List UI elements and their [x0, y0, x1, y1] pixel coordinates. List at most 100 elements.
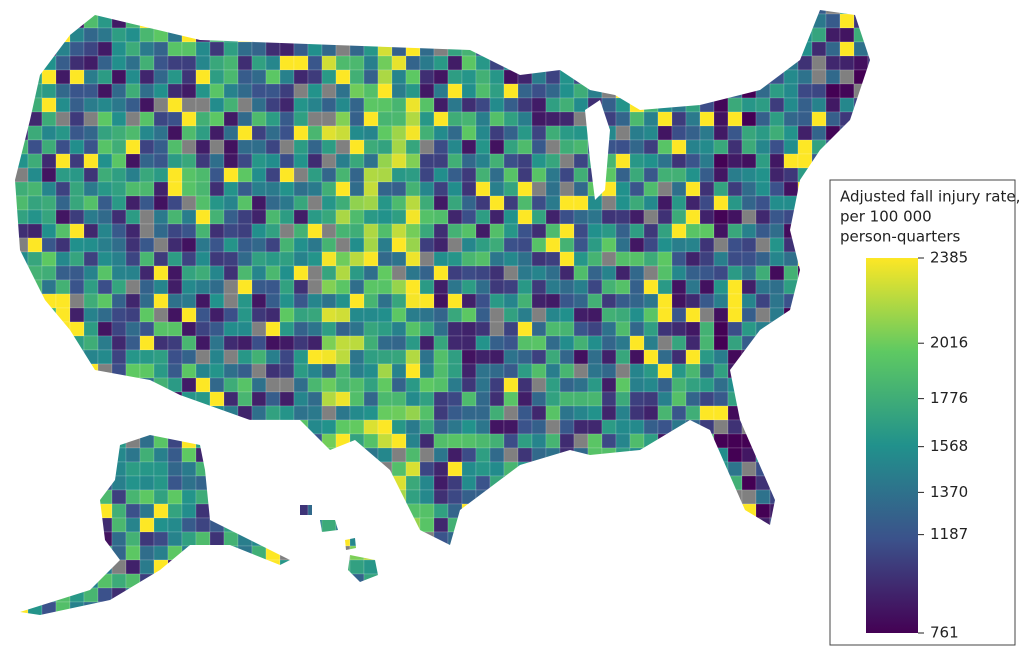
map-cell [279, 41, 295, 57]
map-cell [126, 616, 140, 630]
map-cell [321, 237, 337, 253]
map-cell [279, 83, 295, 99]
map-cell [727, 419, 743, 435]
map-cell [713, 559, 729, 575]
map-cell [685, 125, 701, 141]
map-cell [237, 27, 253, 43]
map-cell [573, 601, 589, 615]
map-cell [797, 125, 813, 141]
map-cell [321, 391, 337, 407]
map-cell [139, 279, 155, 295]
map-cell [153, 167, 169, 183]
map-cell [699, 503, 715, 519]
map-cell [517, 181, 533, 197]
map-cell [797, 251, 813, 267]
map-cell [797, 391, 813, 407]
map-cell [811, 83, 827, 99]
map-cell [853, 13, 869, 29]
map-cell [209, 517, 225, 533]
map-cell [727, 531, 743, 547]
map-cell [433, 559, 449, 575]
map-cell [545, 293, 561, 309]
map-cell [153, 195, 169, 211]
map-cell [419, 377, 435, 393]
map-cell [727, 475, 743, 491]
map-cell [797, 447, 813, 463]
map-cell [713, 27, 729, 43]
map-cell [237, 10, 253, 15]
map-cell [167, 27, 183, 43]
map-cell [461, 265, 477, 281]
map-cell [699, 447, 715, 463]
colorbar-tick-label: 1776 [930, 389, 968, 407]
map-cell [83, 83, 99, 99]
map-cell [349, 321, 365, 337]
map-cell [419, 349, 435, 365]
map-cell [280, 616, 294, 630]
map-cell [223, 461, 239, 477]
map-cell [447, 153, 463, 169]
map-cell [237, 167, 253, 183]
map-cell [307, 559, 323, 575]
map-cell [545, 531, 561, 547]
map-cell [139, 391, 155, 407]
map-cell [391, 447, 407, 463]
map-cell [153, 461, 169, 477]
map-cell [741, 181, 757, 197]
map-cell [489, 503, 505, 519]
map-cell [223, 531, 239, 547]
map-cell [811, 307, 827, 323]
map-cell [223, 587, 239, 603]
map-cell [839, 153, 855, 169]
map-cell [377, 517, 393, 533]
map-cell [336, 616, 350, 630]
map-cell [755, 237, 771, 253]
map-cell [97, 97, 113, 113]
map-cell [699, 587, 715, 603]
map-cell [783, 10, 799, 15]
map-cell [69, 41, 85, 57]
map-cell [475, 69, 491, 85]
map-cell [419, 531, 435, 547]
map-cell [755, 307, 771, 323]
map-cell [265, 293, 281, 309]
map-cell [867, 10, 870, 15]
map-cell [111, 10, 127, 15]
map-cell [755, 10, 771, 15]
map-cell [363, 97, 379, 113]
map-cell [629, 55, 645, 71]
map-cell [55, 307, 71, 323]
map-cell [811, 223, 827, 239]
map-cell [181, 349, 197, 365]
map-cell [209, 167, 225, 183]
map-cell [125, 223, 141, 239]
map-cell [0, 462, 14, 476]
map-cell [335, 517, 351, 533]
map-cell [125, 405, 141, 421]
map-cell [811, 461, 827, 477]
map-cell [811, 447, 827, 463]
map-cell [741, 461, 757, 477]
map-cell [559, 83, 575, 99]
map-cell [615, 55, 631, 71]
map-cell [83, 265, 99, 281]
map-cell [223, 237, 239, 253]
map-cell [363, 391, 379, 407]
map-cell [629, 433, 645, 449]
map-cell [657, 13, 673, 29]
map-cell [475, 27, 491, 43]
map-cell [69, 293, 85, 309]
map-cell [531, 41, 547, 57]
map-cell [615, 10, 631, 15]
map-cell [713, 447, 729, 463]
map-cell [517, 195, 533, 211]
map-cell [265, 55, 281, 71]
map-cell [15, 265, 29, 281]
map-cell [769, 405, 785, 421]
map-cell [811, 559, 827, 575]
map-cell [111, 335, 127, 351]
map-cell [685, 405, 701, 421]
map-cell [279, 111, 295, 127]
map-cell [741, 265, 757, 281]
map-cell [811, 167, 827, 183]
